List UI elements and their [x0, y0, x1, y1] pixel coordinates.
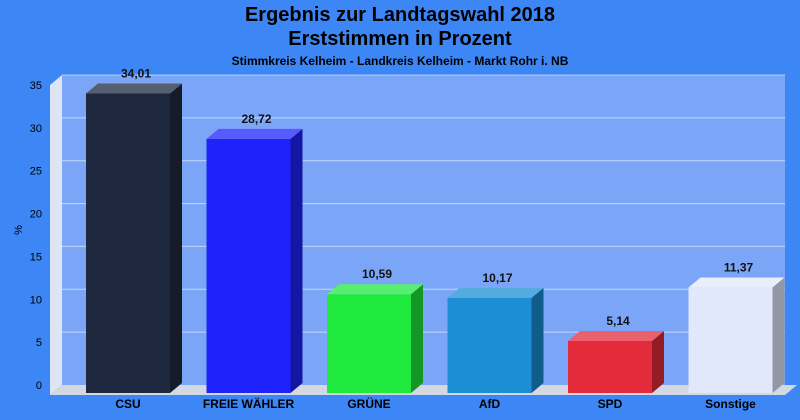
data-label: 10,59	[362, 267, 392, 281]
bar[interactable]	[447, 297, 532, 393]
bar-side	[652, 330, 664, 393]
chart-title-line-2: Erststimmen in Prozent	[288, 28, 512, 50]
bar-top	[86, 83, 182, 94]
bar-side	[411, 284, 423, 393]
chart-subtitle: Stimmkreis Kelheim - Landkreis Kelheim -…	[231, 54, 569, 68]
x-tick-label: CSU	[115, 397, 140, 411]
data-label: 11,37	[724, 261, 754, 275]
data-label: 10,17	[482, 271, 512, 285]
data-label: 28,72	[241, 112, 271, 126]
bar-side	[531, 287, 544, 393]
bar-top	[327, 284, 423, 295]
data-label: 34,01	[121, 66, 151, 80]
y-tick-label: 5	[36, 337, 42, 349]
plot-left-wall	[50, 75, 62, 395]
y-axis-label: %	[13, 225, 25, 235]
chart-title: Ergebnis zur Landtagswahl 2018	[244, 4, 556, 26]
x-tick-label: GRÜNE	[347, 396, 390, 411]
bar[interactable]	[688, 287, 773, 393]
bar-top	[568, 330, 664, 341]
x-tick-label: Sonstige	[705, 397, 756, 411]
y-tick-label: 30	[30, 123, 42, 135]
bar[interactable]	[327, 294, 411, 393]
bar-top	[688, 277, 785, 288]
y-tick-label: 0	[36, 380, 42, 392]
bar[interactable]	[568, 340, 652, 393]
x-tick-label: AfD	[479, 397, 501, 411]
bar[interactable]	[86, 93, 170, 393]
x-tick-label: FREIE WÄHLER	[203, 396, 295, 411]
data-label: 5,14	[606, 314, 630, 328]
y-tick-label: 20	[30, 209, 42, 221]
y-tick-label: 10	[30, 294, 42, 306]
x-tick-label: SPD	[598, 397, 623, 411]
bar-top	[447, 287, 544, 298]
bar-side	[290, 128, 303, 394]
y-tick-label: 35	[30, 80, 42, 92]
plot-back-wall	[62, 75, 785, 385]
bar[interactable]	[206, 138, 291, 393]
y-tick-label: 25	[30, 166, 42, 178]
bar-side	[170, 83, 182, 393]
bar-top	[206, 128, 303, 139]
y-tick-label: 15	[30, 251, 42, 263]
bar-side	[772, 277, 785, 393]
